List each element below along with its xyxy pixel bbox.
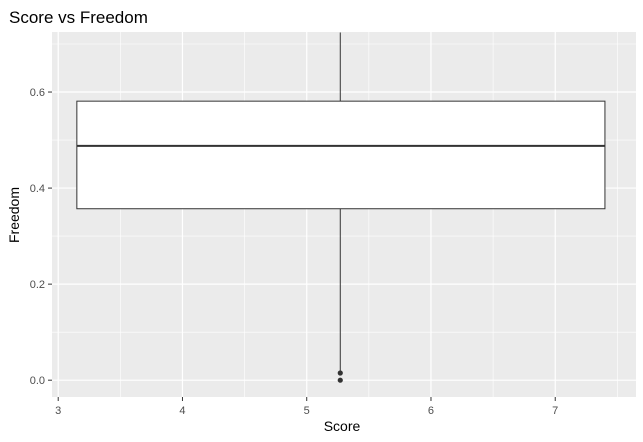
outlier-point [337,377,343,383]
grid-minor [52,32,636,397]
outlier-point [337,370,343,376]
y-tick-label: 0.6 [30,87,45,99]
box-iqr [76,100,606,210]
x-tick-label: 6 [428,405,434,417]
plot-panel [52,32,636,397]
y-tick-label: 0.0 [30,375,45,387]
x-axis-title: Score [324,418,361,434]
chart-title: Score vs Freedom [9,8,148,27]
x-tick-label: 7 [552,405,558,417]
boxplot [76,32,606,383]
y-tick-label: 0.4 [30,183,45,195]
y-axis: 0.0 0.2 0.4 0.6 [30,87,52,387]
y-tick-label: 0.2 [30,279,45,291]
x-tick-label: 4 [179,405,185,417]
x-tick-label: 5 [304,405,310,417]
x-axis: 3 4 5 6 7 [55,397,558,417]
x-tick-label: 3 [55,405,61,417]
y-axis-title: Freedom [6,187,22,243]
